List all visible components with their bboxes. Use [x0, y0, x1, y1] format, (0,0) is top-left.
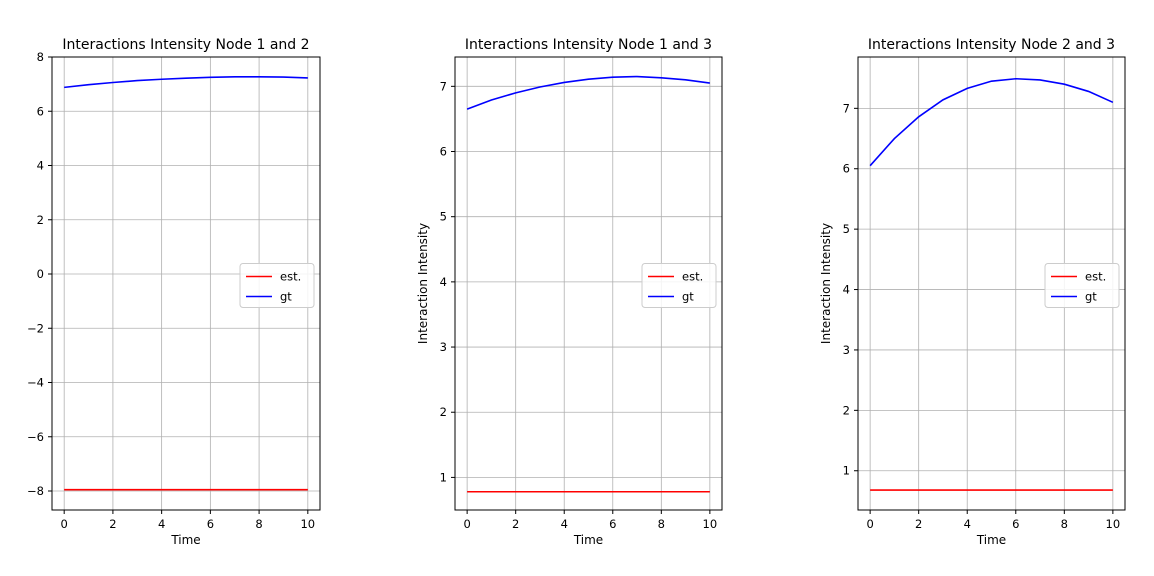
x-tick-label: 6 [609, 517, 616, 531]
x-axis-label: Time [573, 533, 603, 547]
x-tick-label: 8 [658, 517, 665, 531]
x-tick-label: 4 [964, 517, 971, 531]
chart-panel-1: 0 2 4 6 8 10 −8 −6 −4 −2 0 2 4 6 8 Interactions Intensi… [27, 37, 321, 547]
chart-title: Interactions Intensity Node 1 and 3 [465, 37, 712, 53]
y-tick-label: 6 [843, 162, 850, 176]
x-tick-label: 2 [512, 517, 519, 531]
x-tick-label: 8 [1061, 517, 1068, 531]
y-tick-label: −2 [27, 321, 44, 335]
y-tick-label: 6 [37, 104, 44, 118]
y-tick-label: 4 [37, 159, 44, 173]
x-tick-label: 10 [300, 517, 315, 531]
y-tick-label: 4 [440, 275, 447, 289]
legend-box [239, 263, 315, 308]
x-tick-label: 0 [866, 517, 873, 531]
legend-label: gt [280, 290, 292, 304]
legend-label: est. [1085, 270, 1106, 284]
x-tick-label: 2 [109, 517, 116, 531]
y-tick-label: 7 [440, 79, 447, 93]
y-tick-label: −4 [27, 376, 44, 390]
y-axis-label: Interaction Intensity [819, 223, 833, 344]
legend-label: est. [682, 270, 703, 284]
x-tick-label: 8 [255, 517, 262, 531]
x-tick-label: 10 [1106, 517, 1121, 531]
x-tick-label: 6 [207, 517, 214, 531]
legend-label: gt [682, 290, 694, 304]
y-tick-label: 0 [37, 267, 44, 281]
x-tick-label: 6 [1012, 517, 1019, 531]
y-tick-label: 5 [440, 210, 447, 224]
legend-label: gt [1085, 290, 1097, 304]
series-line-gt [466, 75, 710, 110]
y-tick-label: 7 [843, 101, 850, 115]
y-tick-label: 3 [843, 343, 850, 357]
y-tick-label: −6 [27, 430, 44, 444]
plot-frame [51, 56, 321, 511]
legend-box [1044, 263, 1120, 308]
legend: est. gt [641, 263, 717, 308]
y-tick-label: 5 [843, 222, 850, 236]
y-tick-label: 2 [843, 403, 850, 417]
chart-title: Interactions Intensity Node 2 and 3 [868, 37, 1115, 53]
x-tick-label: 4 [561, 517, 568, 531]
legend: est. gt [1044, 263, 1120, 308]
series-line-gt [869, 77, 1114, 167]
plot-frame [454, 56, 723, 511]
x-tick-label: 10 [703, 517, 718, 531]
y-tick-label: 2 [37, 213, 44, 227]
series-line-gt [64, 76, 308, 89]
chart-title: Interactions Intensity Node 1 and 2 [62, 37, 309, 53]
y-tick-label: −8 [27, 484, 44, 498]
x-axis-label: Time [976, 533, 1006, 547]
y-tick-label: 6 [440, 145, 447, 159]
y-tick-label: 2 [440, 405, 447, 419]
y-axis-label: Interaction Intensity [416, 223, 430, 344]
x-tick-label: 4 [158, 517, 165, 531]
x-tick-label: 0 [61, 517, 68, 531]
y-tick-label: 1 [440, 470, 447, 484]
y-tick-label: 8 [37, 50, 44, 64]
legend-label: est. [280, 270, 301, 284]
x-tick-label: 0 [463, 517, 470, 531]
y-tick-label: 3 [440, 340, 447, 354]
plot-frame [857, 56, 1126, 511]
x-tick-label: 2 [915, 517, 922, 531]
x-axis-label: Time [170, 533, 200, 547]
y-tick-label: 1 [843, 464, 850, 478]
y-tick-label: 4 [843, 283, 850, 297]
legend-box [641, 263, 717, 308]
legend: est. gt [239, 263, 315, 308]
